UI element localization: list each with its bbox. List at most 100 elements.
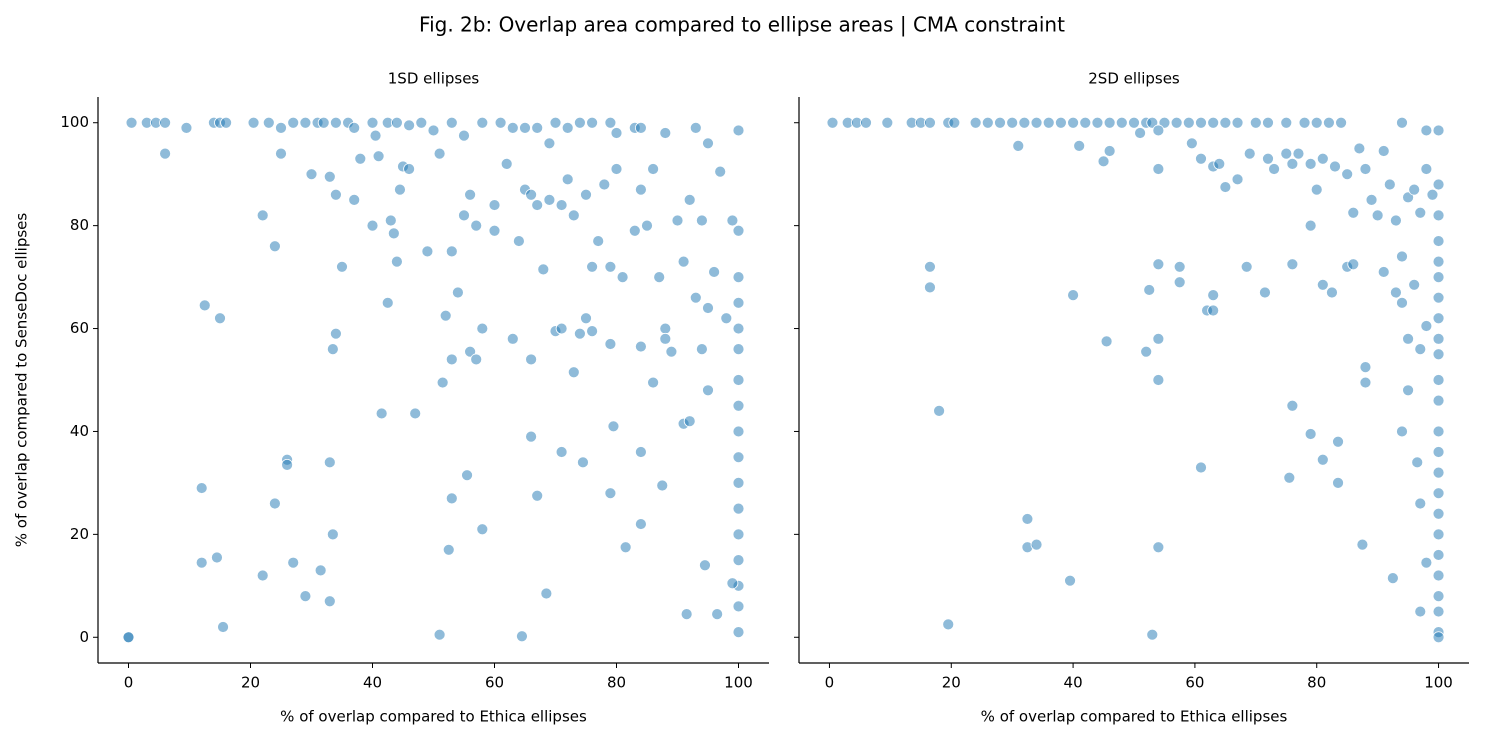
point bbox=[275, 121, 287, 134]
point bbox=[574, 116, 586, 129]
point bbox=[525, 430, 537, 443]
point bbox=[381, 296, 394, 309]
point bbox=[1420, 320, 1433, 332]
point bbox=[1249, 116, 1262, 129]
x-tick-label: 20 bbox=[241, 674, 260, 692]
x-tick-label: 100 bbox=[1424, 674, 1453, 692]
point bbox=[387, 227, 400, 240]
point bbox=[1432, 255, 1445, 268]
point bbox=[567, 366, 580, 379]
point bbox=[513, 235, 525, 247]
point bbox=[445, 245, 458, 258]
x-tick-label: 60 bbox=[1185, 674, 1204, 692]
point bbox=[519, 121, 531, 134]
point bbox=[506, 332, 519, 345]
point bbox=[470, 353, 483, 366]
point bbox=[1432, 271, 1445, 283]
point bbox=[299, 590, 312, 603]
point bbox=[436, 376, 449, 389]
point bbox=[323, 456, 336, 469]
point bbox=[994, 116, 1006, 129]
point bbox=[1262, 116, 1274, 129]
point bbox=[1356, 538, 1369, 551]
point bbox=[948, 116, 961, 129]
point bbox=[458, 129, 470, 142]
point bbox=[458, 209, 470, 222]
point bbox=[543, 194, 556, 206]
x-tick-label: 80 bbox=[607, 674, 626, 692]
point bbox=[1152, 258, 1165, 271]
point bbox=[1170, 116, 1183, 129]
figure-title: Fig. 2b: Overlap area compared to ellips… bbox=[419, 13, 1065, 37]
point bbox=[494, 116, 507, 129]
point bbox=[826, 116, 839, 129]
point bbox=[1432, 312, 1445, 325]
point bbox=[1326, 286, 1338, 299]
point bbox=[1021, 513, 1034, 525]
point bbox=[942, 618, 955, 631]
y-tick-label: 60 bbox=[70, 319, 89, 337]
point bbox=[656, 479, 669, 492]
point bbox=[384, 214, 397, 227]
point bbox=[574, 327, 586, 340]
point bbox=[1304, 219, 1317, 232]
point bbox=[409, 407, 422, 420]
point bbox=[1006, 116, 1019, 129]
x-tick-label: 60 bbox=[485, 674, 504, 692]
point bbox=[543, 137, 556, 150]
point bbox=[1067, 289, 1079, 302]
point bbox=[262, 116, 275, 129]
point bbox=[604, 116, 617, 129]
point bbox=[610, 127, 623, 139]
point bbox=[708, 266, 720, 278]
point bbox=[1152, 163, 1165, 175]
point bbox=[1396, 116, 1408, 129]
point bbox=[726, 214, 739, 227]
point bbox=[1432, 528, 1445, 541]
point bbox=[696, 343, 708, 356]
x-tick-label: 100 bbox=[724, 674, 753, 692]
point bbox=[1316, 453, 1329, 466]
point bbox=[1091, 116, 1104, 129]
point bbox=[604, 487, 617, 500]
point bbox=[1396, 250, 1408, 263]
point bbox=[1408, 278, 1421, 291]
y-tick-label: 40 bbox=[70, 422, 89, 440]
point bbox=[1195, 152, 1207, 165]
y-tick-label: 80 bbox=[70, 216, 89, 234]
point bbox=[1432, 332, 1445, 345]
point bbox=[619, 541, 632, 554]
point bbox=[1079, 116, 1092, 129]
point bbox=[1432, 487, 1445, 500]
point bbox=[439, 309, 452, 322]
point bbox=[653, 271, 666, 283]
point bbox=[531, 199, 544, 211]
point bbox=[1262, 152, 1274, 165]
point bbox=[275, 147, 287, 160]
x-tick-label: 20 bbox=[942, 674, 961, 692]
point bbox=[732, 296, 745, 309]
point bbox=[635, 183, 647, 196]
point bbox=[464, 345, 477, 358]
x-tick-label: 0 bbox=[825, 674, 835, 692]
point bbox=[1432, 631, 1445, 644]
point bbox=[159, 147, 172, 160]
point bbox=[1402, 191, 1414, 204]
point bbox=[1185, 137, 1198, 150]
point bbox=[1432, 348, 1445, 361]
point bbox=[1414, 206, 1427, 219]
point bbox=[1173, 260, 1186, 273]
point bbox=[445, 116, 458, 129]
point bbox=[390, 255, 403, 268]
point bbox=[1240, 260, 1253, 273]
point bbox=[1152, 332, 1165, 345]
point bbox=[268, 240, 281, 253]
point bbox=[732, 528, 745, 541]
point bbox=[247, 116, 260, 129]
point bbox=[1347, 258, 1360, 271]
point bbox=[1414, 605, 1427, 618]
point bbox=[549, 116, 562, 129]
point bbox=[567, 209, 580, 222]
point bbox=[195, 482, 208, 494]
